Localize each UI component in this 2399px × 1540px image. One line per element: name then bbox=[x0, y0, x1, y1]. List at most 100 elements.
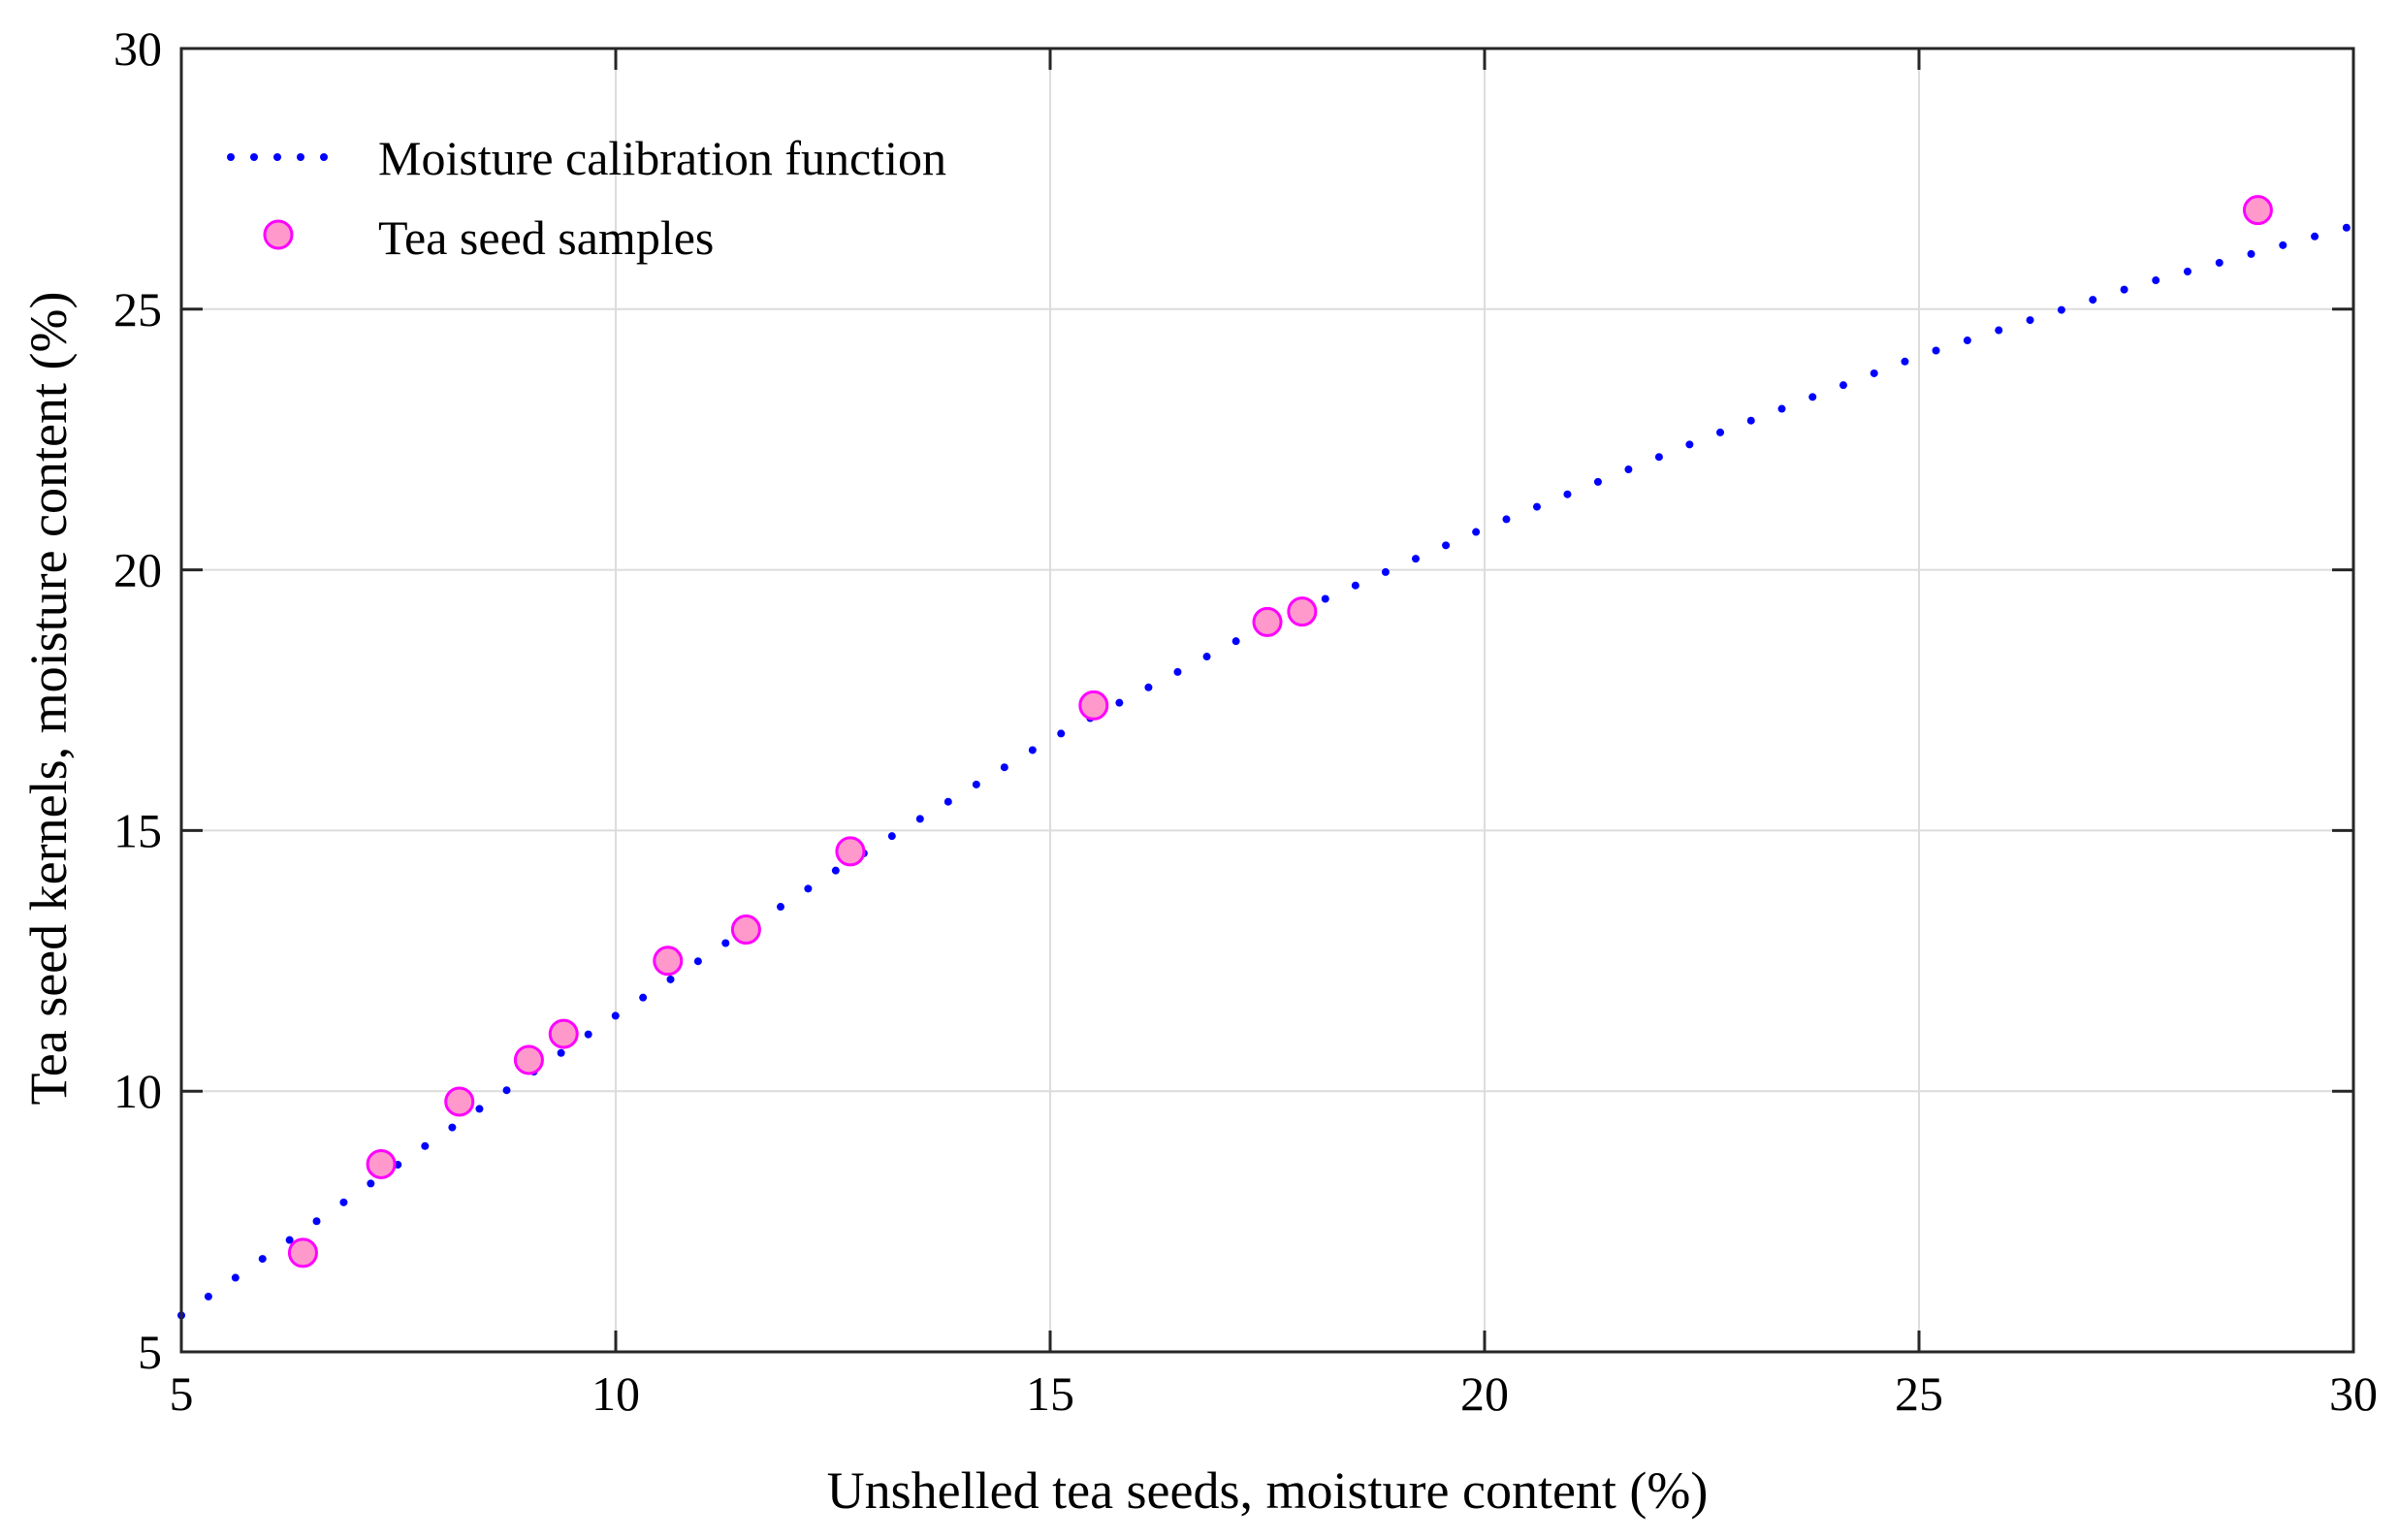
calibration-dot bbox=[2089, 296, 2097, 305]
calibration-dot bbox=[887, 832, 896, 841]
calibration-dot bbox=[639, 993, 648, 1002]
calibration-dot bbox=[1901, 357, 1909, 366]
calibration-dot bbox=[367, 1179, 375, 1188]
plot-frame bbox=[179, 47, 2355, 1354]
calibration-dot bbox=[258, 1255, 267, 1264]
y-tick-label: 30 bbox=[113, 21, 162, 76]
calibration-dot bbox=[2247, 249, 2255, 258]
sample-point bbox=[366, 1148, 397, 1179]
calibration-dot bbox=[915, 815, 924, 823]
calibration-dot bbox=[1057, 729, 1066, 738]
calibration-dot bbox=[804, 884, 813, 893]
calibration-dot bbox=[1932, 346, 1940, 355]
calibration-dot bbox=[475, 1105, 484, 1113]
calibration-dot bbox=[1808, 393, 1817, 401]
calibration-dot bbox=[831, 866, 840, 875]
sample-point bbox=[2242, 195, 2273, 226]
calibration-dot bbox=[557, 1048, 565, 1057]
y-tick-label: 5 bbox=[138, 1325, 162, 1379]
calibration-dot bbox=[231, 1273, 240, 1282]
calibration-dot bbox=[502, 1086, 511, 1095]
calibration-dot bbox=[693, 957, 702, 966]
legend-label-calibration: Moisture calibration function bbox=[378, 131, 946, 185]
calibration-dot bbox=[2120, 285, 2128, 294]
calibration-dot bbox=[312, 1217, 321, 1226]
calibration-dot bbox=[1000, 763, 1008, 772]
y-tick-label: 20 bbox=[113, 543, 162, 597]
x-tick-label: 25 bbox=[1895, 1366, 1943, 1421]
calibration-dot bbox=[1563, 490, 1572, 498]
calibration-dot bbox=[1381, 567, 1390, 576]
calibration-dot bbox=[421, 1141, 430, 1150]
legend-dot bbox=[297, 153, 304, 161]
x-axis-label: Unshelled tea seeds, moisture content (%… bbox=[827, 1461, 1709, 1520]
calibration-dot bbox=[2215, 258, 2223, 267]
calibration-dot bbox=[1231, 637, 1240, 646]
calibration-dot bbox=[1173, 667, 1182, 676]
calibration-dot bbox=[1442, 541, 1451, 550]
calibration-dot bbox=[1028, 746, 1037, 754]
y-tick-label: 10 bbox=[113, 1064, 162, 1118]
x-tick-label: 10 bbox=[592, 1366, 640, 1421]
y-axis-label: Tea seed kernels, moisture content (%) bbox=[19, 292, 78, 1106]
calibration-dot bbox=[1472, 528, 1481, 536]
calibration-dot bbox=[1963, 337, 1971, 345]
calibration-dot bbox=[1654, 453, 1663, 462]
legend: Moisture calibration function Tea seed s… bbox=[227, 131, 946, 265]
calibration-dot bbox=[2279, 241, 2287, 249]
calibration-dot bbox=[1411, 555, 1420, 563]
sample-point bbox=[1252, 606, 1283, 637]
calibration-dot bbox=[339, 1198, 348, 1206]
calibration-dot bbox=[2026, 316, 2034, 325]
calibration-dot bbox=[944, 797, 952, 806]
calibration-dot bbox=[2183, 267, 2191, 275]
calibration-dot bbox=[1870, 369, 1878, 377]
sample-point bbox=[653, 946, 684, 977]
sample-point bbox=[730, 914, 761, 946]
calibration-dot bbox=[285, 1235, 294, 1244]
calibration-dot bbox=[2342, 223, 2351, 232]
calibration-dot bbox=[1502, 515, 1511, 524]
legend-line-marker bbox=[227, 153, 328, 161]
calibration-dot bbox=[1144, 683, 1153, 691]
x-tick-label: 20 bbox=[1460, 1366, 1509, 1421]
calibration-dot bbox=[721, 939, 730, 947]
calibration-dot bbox=[2057, 305, 2065, 314]
y-tick-labels: 5 10 15 20 25 30 bbox=[113, 21, 162, 1379]
calibration-dot bbox=[1593, 477, 1602, 486]
x-tick-labels: 5 10 15 20 25 30 bbox=[170, 1366, 2379, 1421]
calibration-dot bbox=[611, 1011, 620, 1020]
calibration-dot bbox=[1202, 653, 1211, 661]
calibration-dot bbox=[1351, 581, 1359, 590]
sample-point bbox=[835, 836, 866, 867]
calibration-dot bbox=[1839, 381, 1847, 390]
legend-dot bbox=[320, 153, 328, 161]
grid-lines bbox=[181, 48, 2353, 1352]
calibration-dot bbox=[1777, 404, 1786, 413]
sample-point bbox=[548, 1018, 579, 1049]
legend-dot bbox=[227, 153, 235, 161]
calibration-dot bbox=[1115, 698, 1124, 707]
x-tick-label: 30 bbox=[2329, 1366, 2378, 1421]
calibration-dot bbox=[1746, 416, 1755, 425]
legend-dot bbox=[250, 153, 258, 161]
calibration-dot bbox=[1321, 594, 1329, 603]
calibration-dot bbox=[1532, 502, 1541, 511]
y-tick-label: 15 bbox=[113, 803, 162, 857]
sample-point bbox=[287, 1237, 318, 1268]
calibration-dot bbox=[1716, 428, 1725, 436]
x-tick-label: 5 bbox=[170, 1366, 194, 1421]
calibration-dot bbox=[1685, 440, 1694, 449]
calibration-dot bbox=[666, 975, 675, 983]
calibration-dot bbox=[972, 780, 980, 788]
sample-point bbox=[1078, 690, 1109, 721]
calibration-dot bbox=[2311, 232, 2319, 241]
legend-label-samples: Tea seed samples bbox=[378, 210, 714, 265]
x-tick-label: 15 bbox=[1026, 1366, 1074, 1421]
calibration-dot bbox=[1624, 465, 1633, 474]
legend-dot bbox=[273, 153, 281, 161]
sample-point bbox=[513, 1044, 544, 1075]
calibration-dot bbox=[204, 1292, 212, 1300]
